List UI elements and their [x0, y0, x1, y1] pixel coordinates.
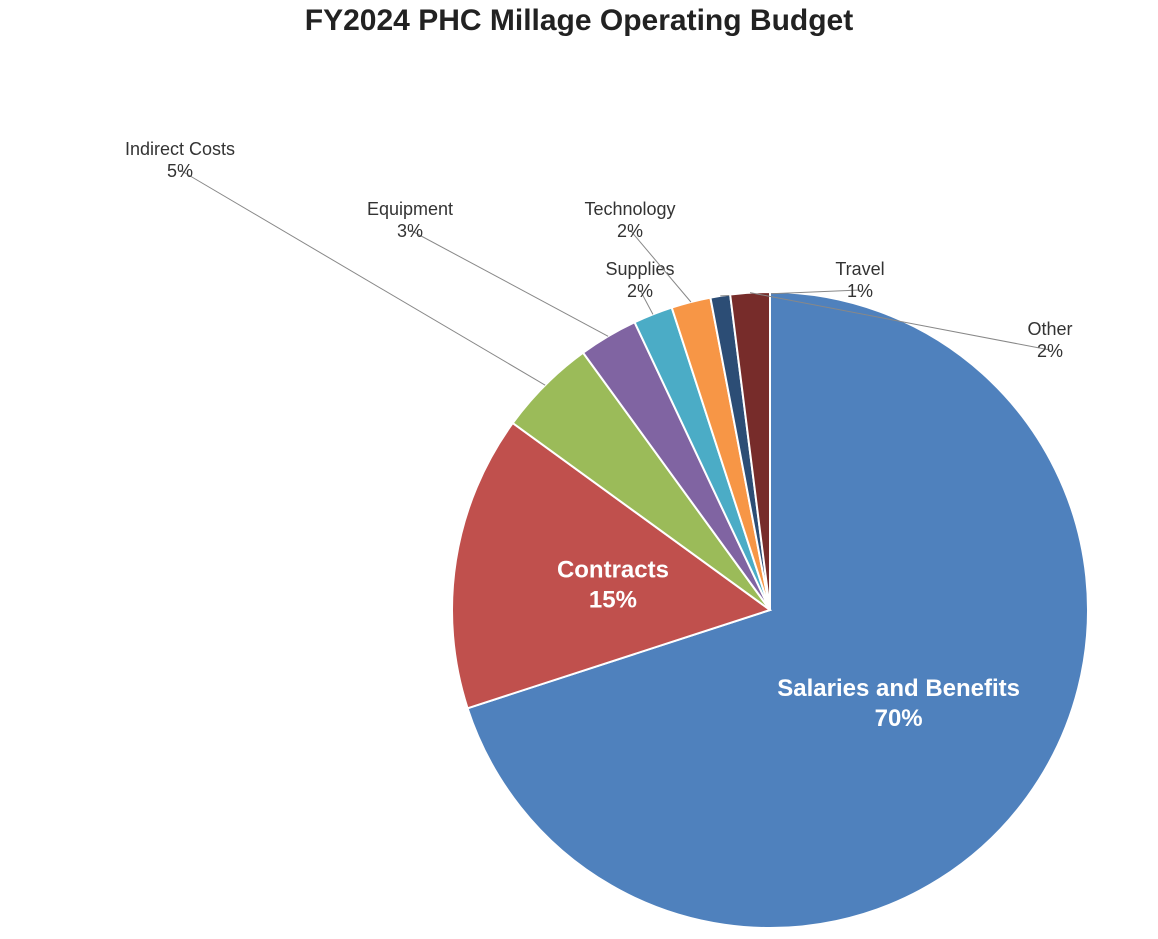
- slice-label: Other: [1027, 319, 1072, 339]
- slice-value: 70%: [875, 705, 923, 732]
- slice-label: Contracts: [557, 556, 669, 583]
- leader-line: [749, 292, 1051, 351]
- slice-value: 1%: [847, 281, 873, 301]
- leader-line: [629, 229, 692, 303]
- slice-value: 5%: [167, 161, 193, 181]
- pie-slice: [466, 290, 1089, 929]
- pie-slice: [451, 421, 773, 710]
- slice-value: 2%: [617, 221, 643, 241]
- slice-label: Equipment: [367, 199, 453, 219]
- chart-title: FY2024 PHC Millage Operating Budget: [305, 4, 853, 37]
- leader-line: [179, 169, 546, 386]
- slice-label: Supplies: [605, 259, 674, 279]
- slice-value: 2%: [1037, 341, 1063, 361]
- leader-line: [409, 229, 609, 337]
- leader-line: [639, 289, 654, 315]
- slice-value: 3%: [397, 221, 423, 241]
- slice-label: Technology: [584, 199, 675, 219]
- slice-value: 15%: [589, 586, 637, 613]
- slice-value: 2%: [627, 281, 653, 301]
- slice-label: Indirect Costs: [125, 139, 235, 159]
- slice-label: Salaries and Benefits: [777, 675, 1020, 702]
- slice-label: Travel: [835, 259, 884, 279]
